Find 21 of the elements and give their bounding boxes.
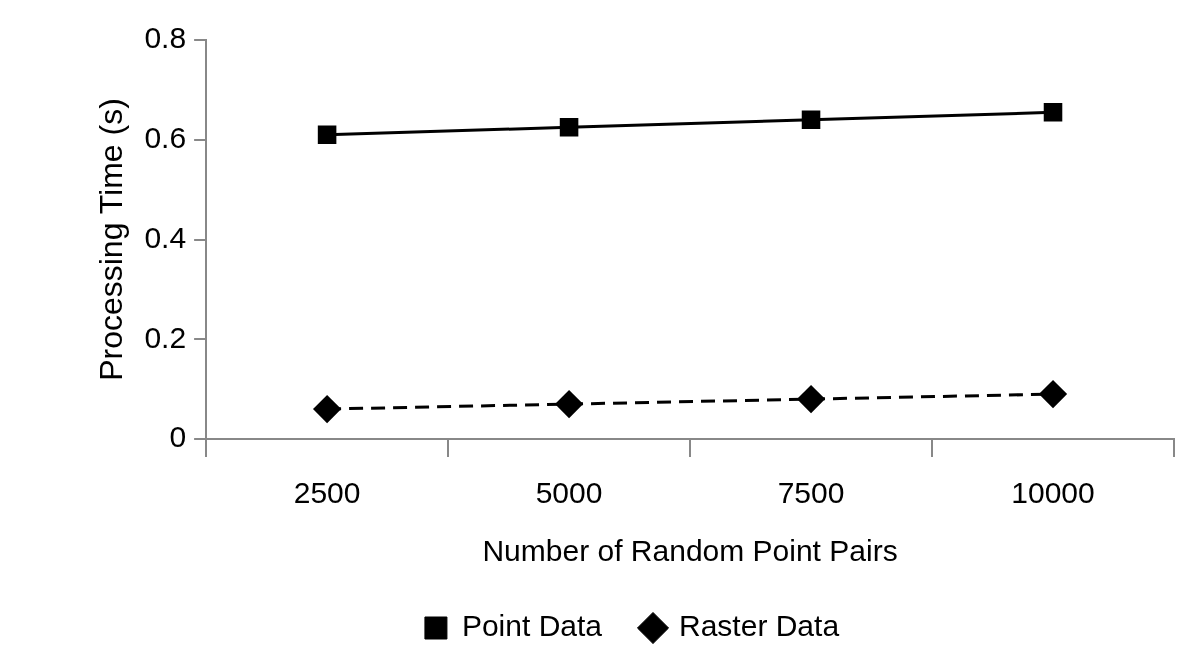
y-tick-label: 0.8: [144, 21, 187, 55]
y-tick-label: 0.4: [144, 220, 187, 254]
x-tick-label: 10000: [1011, 476, 1095, 510]
x-tick-label: 7500: [777, 476, 845, 510]
y-tick-label: 0.6: [144, 121, 187, 155]
x-axis-title: Number of Random Point Pairs: [482, 534, 898, 568]
y-tick-label: 0: [169, 420, 187, 454]
legend-label: Raster Data: [679, 609, 840, 643]
x-tick-label: 5000: [535, 476, 603, 510]
point: [313, 395, 341, 423]
point: [555, 390, 583, 418]
y-axis-title: Processing Time (s): [93, 98, 130, 381]
y-tick-label: 0.2: [144, 320, 187, 354]
legend-label: Point Data: [461, 609, 603, 643]
point: [797, 385, 825, 413]
point: [801, 110, 821, 130]
point: [1043, 103, 1063, 122]
point: [559, 118, 579, 137]
x-tick-label: 2500: [293, 476, 361, 510]
point: [317, 125, 337, 145]
point: [1039, 380, 1067, 408]
